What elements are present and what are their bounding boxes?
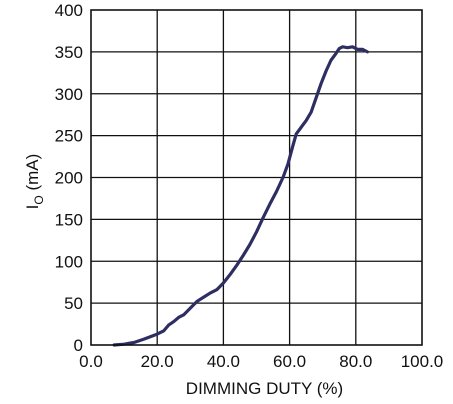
y-axis-ticks: 0 50 100 150 200 250 300 350 400 [55, 1, 83, 355]
series-layer [112, 45, 369, 347]
x-axis-title: DIMMING DUTY (%) [186, 379, 343, 398]
plot-frame [90, 9, 423, 346]
y-tick-label: 250 [55, 127, 83, 146]
y-tick-label: 300 [55, 85, 83, 104]
y-axis-title-subscript: O [32, 195, 46, 204]
series-line [112, 45, 369, 347]
y-axis-title: IO (mA) [23, 154, 46, 210]
y-tick-label: 100 [55, 252, 83, 271]
x-tick-label: 100.0 [401, 352, 444, 371]
y-tick-label: 50 [64, 294, 83, 313]
y-tick-label: 400 [55, 1, 83, 20]
x-tick-label: 0.0 [79, 352, 103, 371]
x-tick-label: 80.0 [339, 352, 372, 371]
y-axis-title-rest: (mA) [23, 154, 42, 196]
x-axis-ticks: 0.0 20.0 40.0 60.0 80.0 100.0 [79, 352, 443, 371]
grid [91, 10, 422, 345]
x-tick-label: 20.0 [141, 352, 174, 371]
y-tick-label: 150 [55, 210, 83, 229]
y-tick-label: 200 [55, 169, 83, 188]
y-axis-title-main: I [23, 205, 42, 210]
x-tick-label: 60.0 [273, 352, 306, 371]
y-tick-label: 350 [55, 43, 83, 62]
x-tick-label: 40.0 [207, 352, 240, 371]
y-tick-label: 0 [74, 336, 83, 355]
